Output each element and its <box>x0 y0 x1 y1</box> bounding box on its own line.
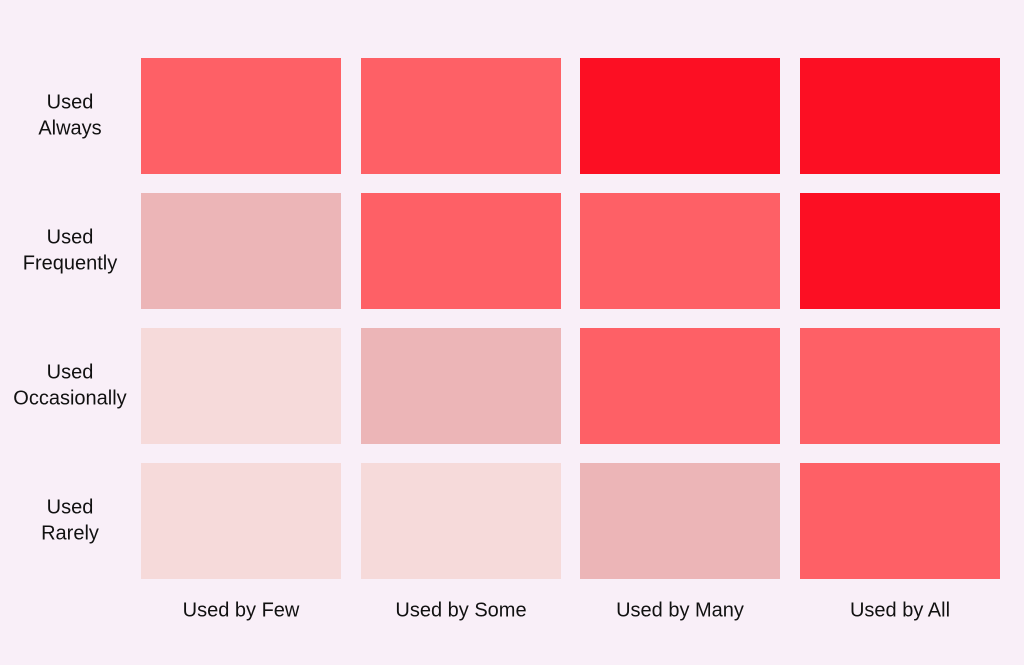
cell <box>141 58 341 174</box>
row-label: Always <box>38 117 101 139</box>
cell <box>580 58 780 174</box>
column-label: Used by All <box>850 599 950 621</box>
column-label: Used by Many <box>616 599 744 621</box>
column-label: Used by Few <box>183 599 300 621</box>
cell <box>800 463 1000 579</box>
row-label: Used <box>47 496 94 518</box>
cell <box>361 193 561 309</box>
row-label: Used <box>47 361 94 383</box>
cell <box>580 328 780 444</box>
cell <box>580 193 780 309</box>
row-label: Frequently <box>23 252 118 274</box>
cell <box>580 463 780 579</box>
cell <box>361 58 561 174</box>
row-label: Rarely <box>41 522 99 544</box>
cell <box>361 463 561 579</box>
row-label: Used <box>47 226 94 248</box>
cell <box>141 463 341 579</box>
cell <box>800 328 1000 444</box>
cell <box>361 328 561 444</box>
column-label: Used by Some <box>395 599 526 621</box>
cell <box>141 193 341 309</box>
cell <box>800 58 1000 174</box>
row-label: Used <box>47 91 94 113</box>
cell <box>141 328 341 444</box>
row-label: Occasionally <box>13 387 126 409</box>
cell <box>800 193 1000 309</box>
